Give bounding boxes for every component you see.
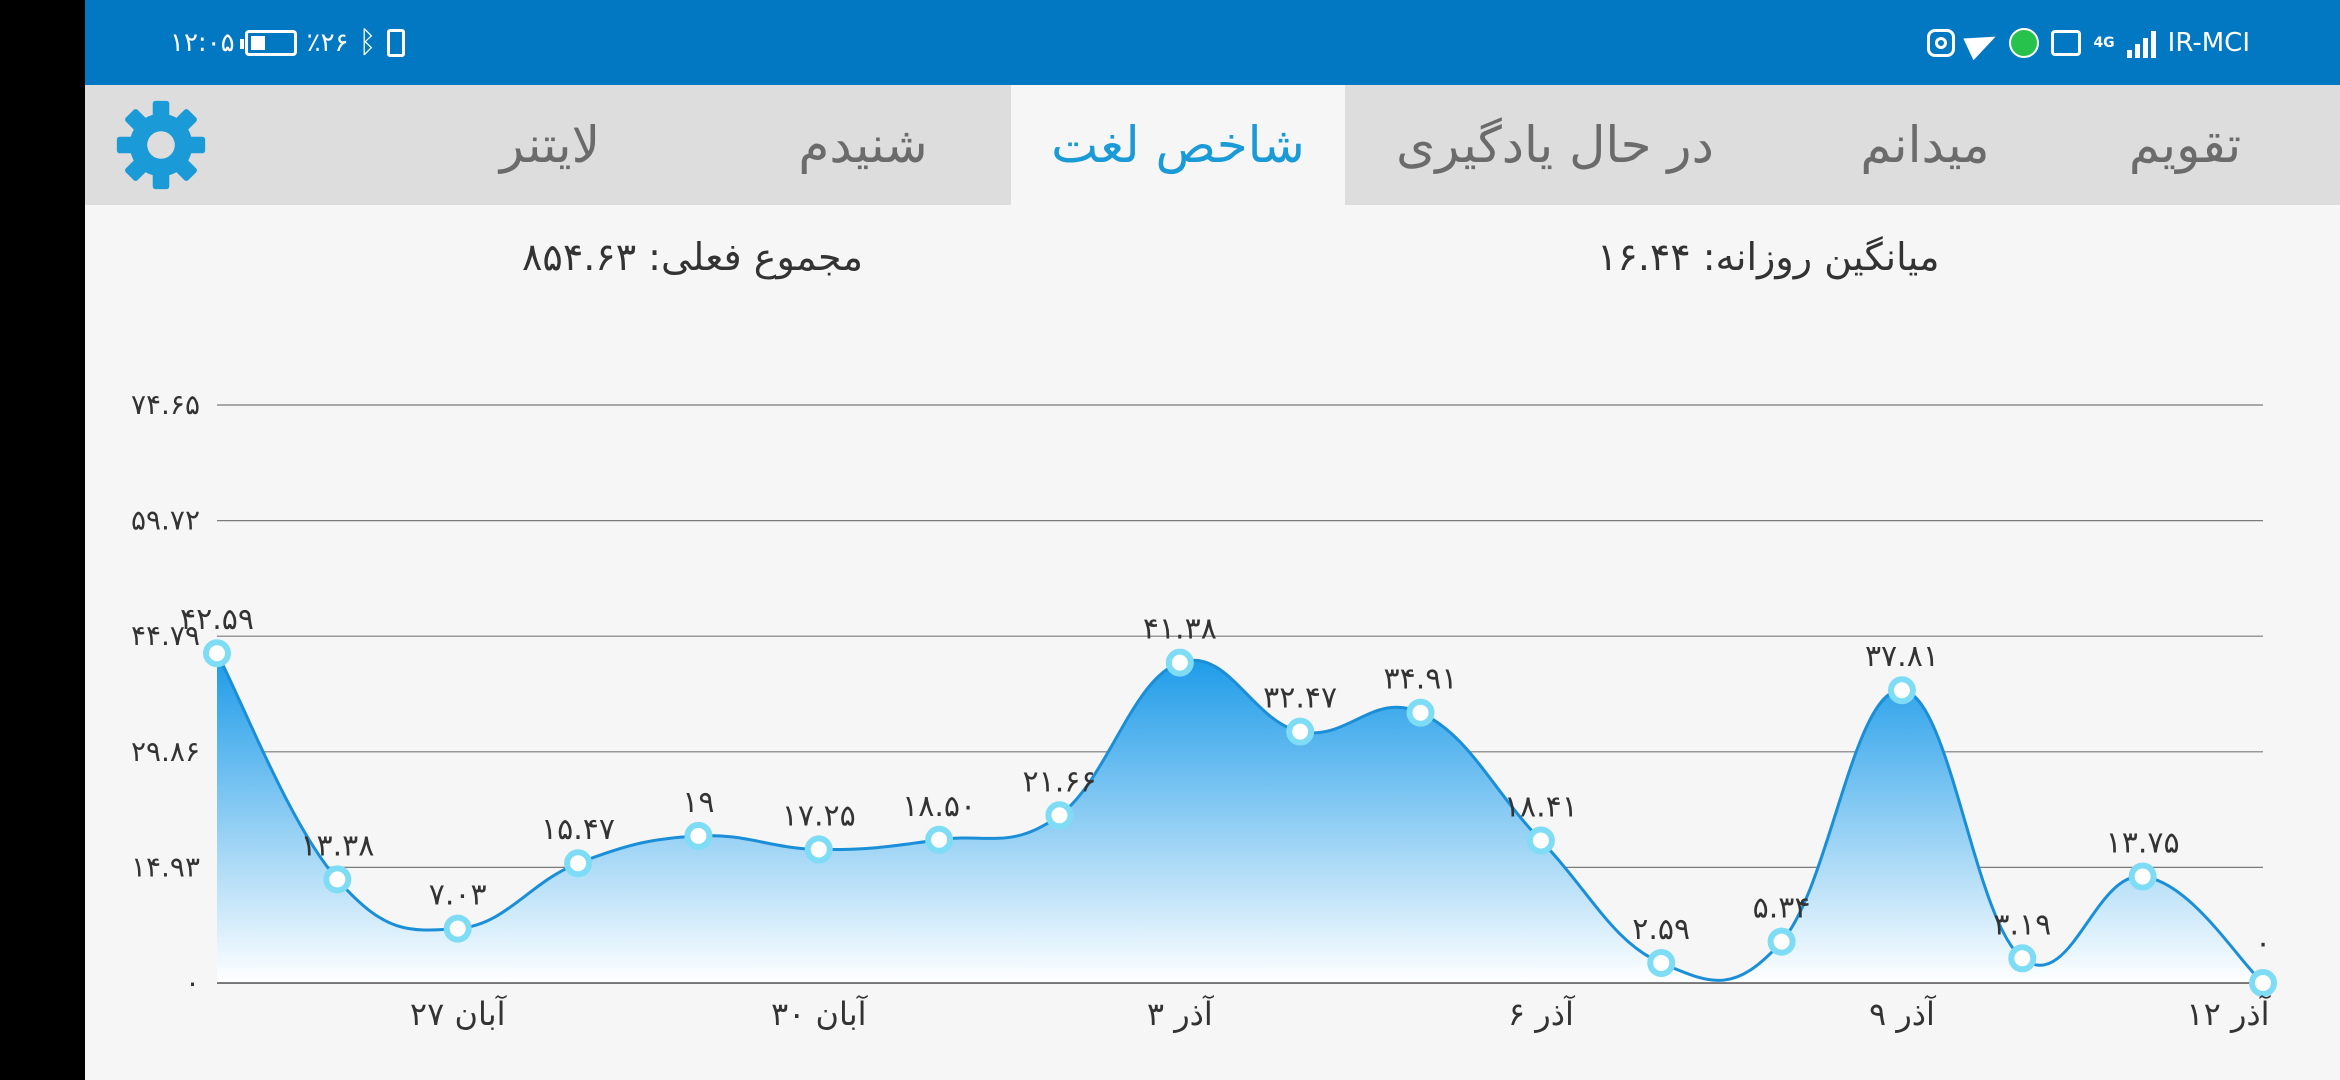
y-tick-label: ۷۴.۶۵: [131, 388, 200, 421]
tab-word-index[interactable]: شاخص لغت: [1011, 85, 1345, 205]
data-label: ۷.۰۳: [429, 878, 487, 913]
signal-icon: [2126, 28, 2156, 58]
data-point[interactable]: [2128, 862, 2157, 891]
charging-icon: [386, 28, 405, 57]
data-point[interactable]: [323, 865, 352, 894]
instagram-icon: [1927, 28, 1956, 57]
y-tick-label: ۱۴.۹۳: [131, 850, 200, 883]
data-point[interactable]: [203, 639, 231, 668]
data-point[interactable]: [1526, 826, 1555, 855]
data-point[interactable]: [1286, 717, 1315, 746]
data-label: ۵.۳۴: [1753, 891, 1811, 926]
x-tick-label: ۱۲ آذر: [2186, 994, 2271, 1033]
data-label: ۱۳.۷۵: [2106, 826, 2180, 861]
tab-bar: تقویم میدانم در حال یادگیری شاخص لغت شنی…: [85, 85, 2340, 205]
data-label: ۲۱.۶۶: [1022, 764, 1096, 799]
y-tick-label: ۵۹.۷۲: [131, 504, 200, 537]
app-root: ۱۲:۰۵ ٪۲۶ ᛒ 4G IR-MCI تقویم میدانم در حا…: [85, 0, 2340, 1080]
status-right: 4G IR-MCI: [1927, 0, 2250, 85]
data-point[interactable]: [2249, 969, 2277, 997]
status-left: ۱۲:۰۵ ٪۲۶ ᛒ: [170, 0, 405, 85]
battery-icon: [239, 29, 297, 56]
data-label: ۳.۱۹: [1993, 907, 2051, 942]
data-point[interactable]: [564, 849, 593, 878]
tab-leitner[interactable]: لایتنر: [499, 116, 601, 174]
data-point[interactable]: [925, 825, 954, 854]
network-type: 4G: [2093, 34, 2115, 51]
daily-average-value: ۱۶.۴۴: [1597, 235, 1691, 279]
x-tick-label: ۲۷ آبان: [410, 994, 508, 1033]
tab-heard[interactable]: شنیدم: [798, 116, 928, 174]
y-tick-label: ۰: [185, 966, 200, 999]
data-point[interactable]: [1165, 648, 1194, 677]
data-label: ۲.۵۹: [1632, 912, 1690, 947]
data-label: ۴۱.۳۸: [1143, 612, 1217, 647]
data-point[interactable]: [1887, 676, 1916, 705]
status-bar: ۱۲:۰۵ ٪۲۶ ᛒ 4G IR-MCI: [85, 0, 2340, 85]
data-point[interactable]: [1647, 948, 1676, 977]
current-total: مجموع فعلی:۸۵۴.۶۳: [510, 235, 863, 305]
carrier: IR-MCI: [2167, 27, 2250, 58]
data-label: ۳۲.۴۷: [1263, 681, 1337, 716]
data-point[interactable]: [1045, 801, 1074, 830]
x-tick-label: ۶ آذر: [1508, 994, 1576, 1033]
data-point[interactable]: [1767, 927, 1796, 956]
data-label: ۱۸.۴۱: [1504, 789, 1578, 824]
daily-average-label: میانگین روزانه:: [1702, 235, 1940, 279]
daily-average: میانگین روزانه:۱۶.۴۴: [1585, 235, 1940, 305]
data-label: ۱۸.۵۰: [902, 789, 976, 824]
current-total-value: ۸۵۴.۶۳: [522, 235, 637, 279]
tab-learning[interactable]: در حال یادگیری: [1396, 116, 1714, 174]
data-point[interactable]: [684, 821, 713, 850]
data-label: ۴۲.۵۹: [180, 602, 254, 637]
bluetooth-icon: ᛒ: [358, 25, 377, 60]
data-point[interactable]: [2008, 944, 2037, 973]
data-label: ۳۴.۹۱: [1384, 662, 1458, 697]
chart: ۰ ۱۴.۹۳ ۲۹.۸۶ ۴۴.۷۹ ۵۹.۷۲ ۷۴.۶۵ ۴۲.۵۹ ۱۳.۳۸ ۷.۰…: [131, 388, 2277, 1033]
cast-icon: [2051, 29, 2082, 56]
x-tick-label: ۳۰ آبان: [771, 994, 869, 1033]
app-icon: [2009, 27, 2040, 58]
gear-icon[interactable]: [115, 99, 207, 191]
data-point[interactable]: [443, 914, 472, 943]
data-label: ۰: [2255, 926, 2271, 961]
data-label: ۳۷.۸۱: [1865, 639, 1939, 674]
x-tick-label: ۳ آذر: [1147, 994, 1215, 1033]
data-label: ۱۹: [682, 785, 714, 820]
battery-percent: ٪۲۶: [306, 27, 349, 58]
data-label: ۱۷.۲۵: [782, 798, 856, 833]
current-total-label: مجموع فعلی:: [648, 235, 863, 279]
tab-calendar[interactable]: تقویم: [2128, 116, 2242, 174]
data-point[interactable]: [804, 835, 833, 864]
data-label: ۱۵.۴۷: [541, 812, 615, 847]
data-label: ۱۳.۳۸: [300, 828, 374, 863]
tab-known[interactable]: میدانم: [1860, 116, 1990, 174]
y-tick-label: ۲۹.۸۶: [131, 735, 200, 768]
x-tick-label: ۹ آذر: [1869, 994, 1937, 1033]
clock: ۱۲:۰۵: [170, 27, 235, 58]
y-tick-label: ۴۴.۷۹: [131, 619, 200, 652]
data-point[interactable]: [1406, 698, 1435, 727]
area-fill: [217, 653, 2263, 983]
